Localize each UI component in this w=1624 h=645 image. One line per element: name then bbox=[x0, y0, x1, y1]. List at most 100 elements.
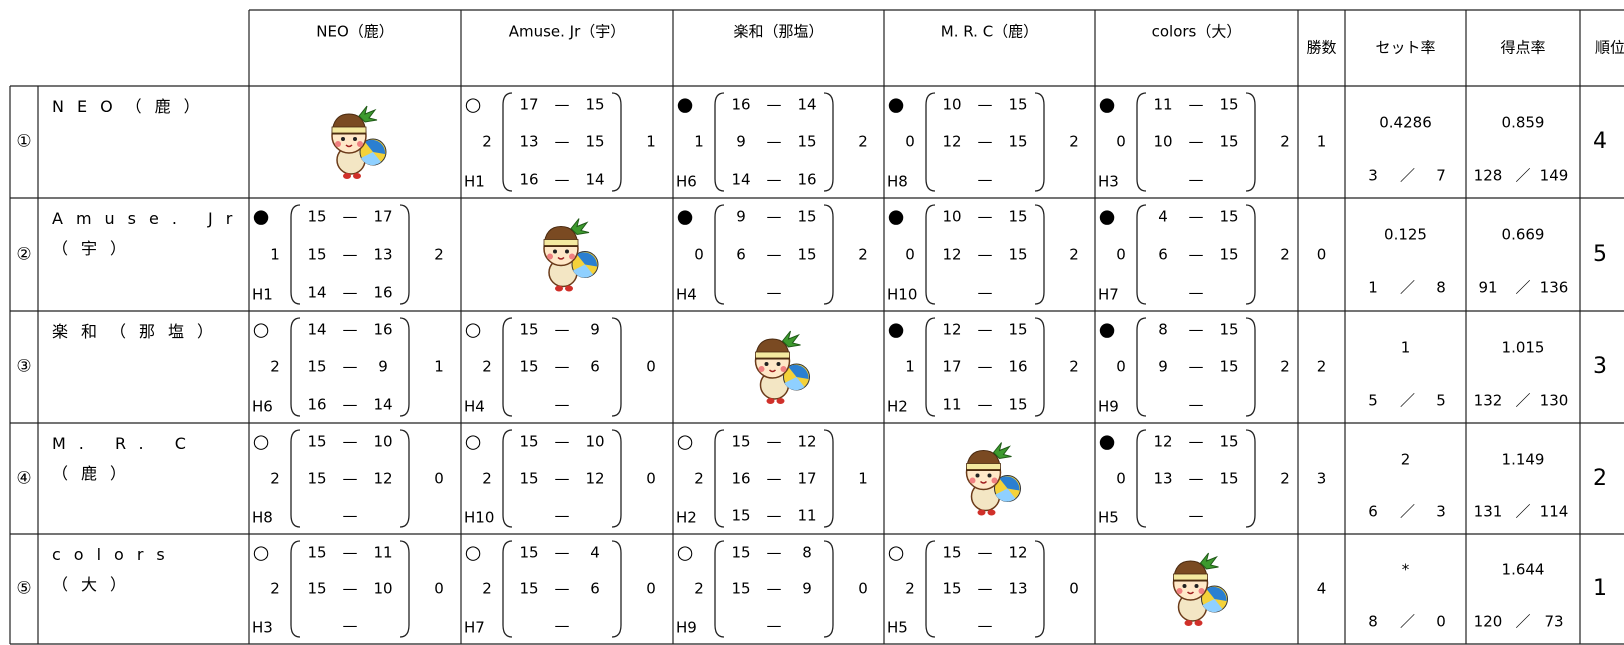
bracket bbox=[823, 429, 834, 528]
result-mark: ○ bbox=[464, 541, 482, 564]
score-separator: — bbox=[554, 579, 570, 598]
score-separator: — bbox=[554, 357, 570, 376]
sets-won-total: 3 bbox=[1368, 166, 1378, 185]
bracket bbox=[399, 540, 410, 638]
score-separator: — bbox=[766, 506, 782, 525]
points-against: 136 bbox=[1539, 278, 1569, 297]
score-separator: — bbox=[766, 579, 782, 598]
score: 15 bbox=[1219, 469, 1239, 487]
game-code: H4 bbox=[464, 397, 485, 416]
bracket bbox=[290, 540, 301, 638]
team-name: 楽和（那塩） bbox=[52, 322, 227, 341]
sets-won-total: 6 bbox=[1368, 502, 1378, 521]
score: 15 bbox=[731, 506, 751, 525]
team-name: NEO（鹿） bbox=[52, 97, 213, 116]
score-separator: — bbox=[554, 95, 570, 114]
score: 12 bbox=[942, 320, 962, 339]
score: 12 bbox=[797, 432, 817, 451]
score-separator: — bbox=[342, 506, 358, 525]
wins: 4 bbox=[1316, 579, 1327, 598]
bracket bbox=[611, 429, 622, 528]
column-header: Amuse. Jr（宇） bbox=[508, 22, 626, 41]
point-rate: 0.859 bbox=[1501, 113, 1545, 132]
bracket bbox=[714, 429, 725, 528]
score: 15 bbox=[1219, 245, 1239, 263]
score: 15 bbox=[519, 320, 539, 339]
sets-won: 2 bbox=[482, 579, 492, 598]
game-code: H10 bbox=[464, 508, 495, 527]
bracket bbox=[290, 317, 301, 417]
result-mark: ○ bbox=[676, 541, 694, 564]
score-separator: — bbox=[554, 432, 570, 451]
score: 14 bbox=[731, 170, 751, 189]
sets-won: 2 bbox=[270, 579, 280, 598]
score: 13 bbox=[1008, 579, 1028, 598]
score-separator: — bbox=[554, 132, 570, 151]
sets-won-total: 8 bbox=[1368, 612, 1378, 631]
team-name: Amuse. Jr（宇） bbox=[52, 209, 246, 258]
sets-lost-total: 8 bbox=[1436, 278, 1446, 297]
game-code: H8 bbox=[887, 172, 908, 191]
rank: 4 bbox=[1593, 129, 1607, 154]
bracket bbox=[290, 429, 301, 528]
points-against: 130 bbox=[1539, 391, 1569, 410]
set-rate: 1 bbox=[1400, 338, 1411, 357]
score: 15 bbox=[307, 432, 327, 451]
score-separator: — bbox=[766, 432, 782, 451]
score: 4 bbox=[1158, 207, 1168, 226]
game-code: H9 bbox=[1098, 397, 1119, 416]
score-separator: — bbox=[977, 207, 993, 226]
result-mark: ○ bbox=[464, 430, 482, 453]
score: 15 bbox=[519, 469, 539, 487]
sets-lost: 2 bbox=[858, 132, 868, 151]
score-separator: — bbox=[1188, 432, 1204, 451]
score: 15 bbox=[307, 543, 327, 562]
score: 13 bbox=[519, 132, 539, 151]
bracket bbox=[399, 317, 410, 417]
point-rate: 1.149 bbox=[1501, 450, 1545, 469]
sets-lost: 2 bbox=[434, 245, 444, 263]
score-separator: — bbox=[1188, 506, 1204, 525]
score: 15 bbox=[797, 245, 817, 263]
result-mark: ● bbox=[887, 205, 905, 228]
score-separator: — bbox=[342, 579, 358, 598]
rank: 1 bbox=[1593, 576, 1607, 601]
score: 15 bbox=[307, 579, 327, 598]
score: 15 bbox=[731, 432, 751, 451]
score: 15 bbox=[307, 469, 327, 487]
sets-lost: 0 bbox=[434, 579, 444, 598]
result-mark: ● bbox=[887, 93, 905, 116]
bracket bbox=[714, 204, 725, 305]
score: 9 bbox=[802, 579, 812, 598]
result-mark: ○ bbox=[252, 318, 270, 341]
score-separator: — bbox=[554, 395, 570, 414]
game-code: H4 bbox=[676, 285, 697, 304]
sets-lost: 2 bbox=[1280, 245, 1290, 263]
bracket bbox=[502, 540, 513, 638]
score-separator: — bbox=[1188, 245, 1204, 263]
mascot bbox=[1172, 552, 1229, 627]
score-separator: — bbox=[342, 320, 358, 339]
ratio-separator: ／ bbox=[1515, 391, 1531, 410]
score: 15 bbox=[1219, 132, 1239, 151]
score: 9 bbox=[590, 320, 600, 339]
score-separator: — bbox=[977, 616, 993, 635]
result-mark: ○ bbox=[252, 430, 270, 453]
game-code: H2 bbox=[887, 397, 908, 416]
ratio-separator: ／ bbox=[1515, 278, 1531, 297]
result-mark: ● bbox=[1098, 430, 1116, 453]
score: 15 bbox=[1219, 320, 1239, 339]
point-rate: 1.015 bbox=[1501, 338, 1545, 357]
ratio-separator: ／ bbox=[1399, 612, 1416, 631]
score-separator: — bbox=[977, 245, 993, 263]
score-separator: — bbox=[766, 95, 782, 114]
score-separator: — bbox=[1188, 132, 1204, 151]
score: 17 bbox=[373, 207, 393, 226]
sets-won: 1 bbox=[694, 132, 704, 151]
score: 15 bbox=[731, 579, 751, 598]
result-mark: ○ bbox=[887, 541, 905, 564]
result-mark: ○ bbox=[464, 318, 482, 341]
ratio-separator: ／ bbox=[1399, 391, 1416, 410]
points-for: 132 bbox=[1473, 391, 1503, 410]
rank: 5 bbox=[1593, 241, 1607, 267]
